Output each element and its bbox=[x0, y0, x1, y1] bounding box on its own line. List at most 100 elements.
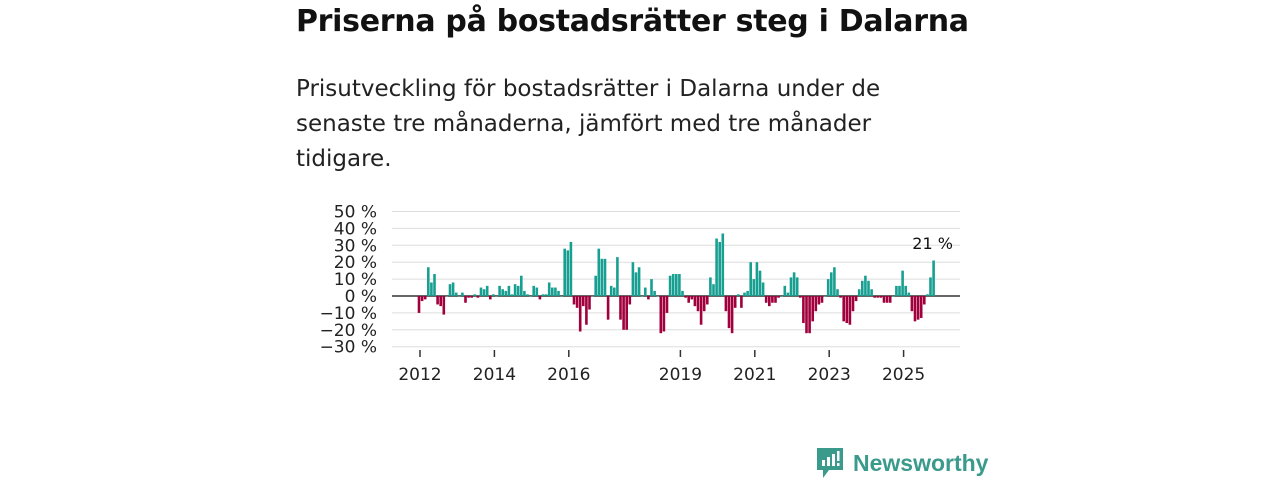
bar bbox=[588, 296, 591, 310]
bar bbox=[454, 292, 458, 296]
bar bbox=[554, 287, 557, 296]
bar bbox=[489, 296, 492, 300]
bar bbox=[616, 257, 619, 296]
bar bbox=[479, 287, 483, 296]
bar bbox=[622, 296, 625, 330]
y-tick-label: 50 % bbox=[334, 203, 377, 223]
bar bbox=[916, 296, 920, 320]
bar bbox=[901, 270, 904, 296]
newsworthy-logo[interactable]: Newsworthy bbox=[815, 446, 988, 480]
bar bbox=[830, 272, 833, 296]
x-tick-label: 2012 bbox=[398, 365, 441, 385]
bar bbox=[895, 285, 898, 296]
bar bbox=[668, 275, 672, 296]
bar bbox=[603, 258, 607, 296]
bar bbox=[783, 285, 787, 296]
bar bbox=[563, 248, 566, 296]
bar bbox=[764, 296, 768, 303]
bar bbox=[820, 296, 824, 303]
bar bbox=[702, 296, 706, 312]
bar bbox=[662, 296, 666, 332]
bar bbox=[690, 296, 694, 300]
bar bbox=[817, 296, 821, 305]
bar bbox=[727, 296, 731, 329]
bar bbox=[724, 296, 728, 312]
bar bbox=[523, 290, 526, 296]
bar bbox=[504, 290, 508, 296]
bar bbox=[681, 290, 684, 296]
bar bbox=[777, 296, 780, 298]
bars bbox=[417, 233, 935, 334]
bar bbox=[730, 296, 734, 334]
x-tick-label: 2016 bbox=[547, 365, 590, 385]
bar bbox=[743, 292, 746, 296]
bar bbox=[799, 296, 802, 298]
bar bbox=[696, 296, 700, 312]
bar bbox=[535, 287, 539, 296]
bar bbox=[467, 296, 470, 298]
bar bbox=[926, 294, 929, 296]
bar bbox=[910, 296, 914, 312]
bar bbox=[538, 296, 542, 300]
bar bbox=[771, 296, 774, 303]
bar bbox=[768, 296, 771, 307]
bar bbox=[613, 287, 616, 296]
bar bbox=[870, 289, 873, 296]
bar bbox=[516, 285, 520, 296]
bar bbox=[448, 284, 452, 296]
bar bbox=[699, 296, 703, 325]
bar bbox=[644, 287, 647, 296]
bar bbox=[854, 296, 858, 302]
bar bbox=[904, 285, 907, 296]
y-tick-label: 30 % bbox=[334, 236, 377, 256]
bar bbox=[476, 296, 480, 298]
bar bbox=[923, 296, 926, 305]
chart-title: Priserna på bostadsrätter steg i Dalarna bbox=[296, 4, 969, 39]
chart-subtitle: Prisutveckling för bostadsrätter i Dalar… bbox=[296, 76, 881, 172]
bar bbox=[560, 296, 563, 297]
bar bbox=[845, 296, 849, 324]
y-tick-label: 10 % bbox=[334, 270, 377, 290]
bar bbox=[541, 294, 545, 296]
bar bbox=[656, 296, 659, 297]
bar bbox=[609, 285, 613, 296]
bar bbox=[631, 262, 635, 296]
bar bbox=[594, 275, 597, 296]
bar bbox=[861, 280, 864, 296]
bar bbox=[706, 296, 709, 305]
bar bbox=[888, 296, 892, 303]
bar bbox=[551, 287, 554, 296]
bar bbox=[637, 267, 641, 296]
bar bbox=[826, 279, 830, 296]
y-axis-labels: 50 %40 %30 %20 %10 %0 %−10 %−20 %−30 % bbox=[320, 203, 377, 358]
bar bbox=[659, 296, 663, 334]
bar bbox=[712, 284, 715, 296]
y-tick-label: 0 % bbox=[345, 287, 377, 307]
bar bbox=[774, 296, 777, 303]
bar bbox=[795, 277, 799, 296]
bar bbox=[420, 296, 424, 302]
bar bbox=[442, 296, 446, 315]
bar bbox=[458, 296, 461, 297]
bar bbox=[547, 282, 551, 296]
bar bbox=[628, 296, 632, 305]
bar bbox=[473, 294, 477, 296]
bar bbox=[857, 289, 861, 296]
bar bbox=[665, 296, 669, 313]
bar bbox=[423, 296, 427, 300]
bar bbox=[445, 296, 449, 297]
bar bbox=[520, 275, 523, 296]
bar bbox=[650, 279, 653, 296]
bar bbox=[721, 233, 725, 296]
bar bbox=[786, 292, 790, 296]
bar bbox=[575, 296, 579, 308]
bar bbox=[693, 296, 697, 307]
bar bbox=[780, 296, 783, 297]
bar bbox=[439, 296, 442, 307]
bar bbox=[510, 294, 514, 296]
bar bbox=[600, 258, 604, 296]
bar bbox=[848, 296, 852, 325]
bar bbox=[882, 296, 886, 303]
bar bbox=[529, 296, 532, 297]
